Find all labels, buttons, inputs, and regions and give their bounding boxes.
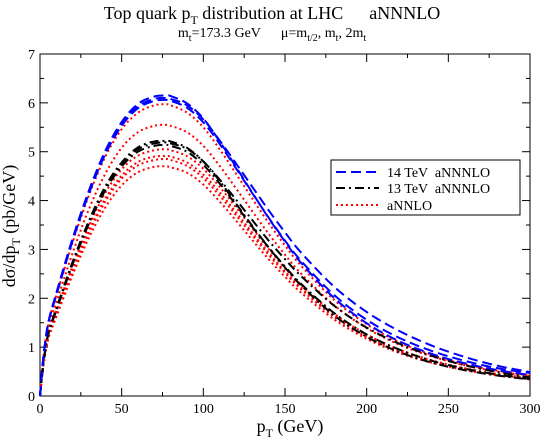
legend: 14 TeV aNNNLO 13 TeV aNNNLO aNNLO — [330, 159, 521, 216]
title-text: Top quark p — [104, 3, 191, 23]
x-axis-label-sub: T — [266, 426, 274, 440]
y-tick-label: 1 — [28, 341, 35, 356]
x-tick-label: 200 — [356, 402, 377, 417]
series-line-annlo-10 — [39, 165, 531, 397]
x-axis-label-rest: (GeV) — [273, 416, 323, 437]
subtitle-mu-sub: t/2 — [307, 33, 318, 44]
x-tick-label: 300 — [520, 402, 541, 417]
series-line-annlo-6 — [39, 103, 531, 397]
subtitle-mt-sub: t — [189, 33, 192, 44]
subtitle-mu-b-sub: t — [336, 33, 339, 44]
series-line-annlo-9 — [39, 154, 531, 397]
chart-title: Top quark pT distribution at LHC aNNNLO — [104, 3, 441, 27]
y-tick-label: 3 — [28, 243, 35, 258]
series-line-13tev-4 — [39, 141, 531, 397]
x-axis-label: pT (GeV) — [257, 416, 324, 440]
axis-tick-labels: 0 50 100 150 200 250 300 0 1 2 3 4 5 6 7 — [28, 48, 541, 417]
series-line-14tev-2 — [39, 98, 531, 397]
subtitle-mu-c: , 2m — [338, 26, 363, 41]
series-line-14tev-1 — [39, 96, 531, 397]
title-tag: aNNNLO — [369, 3, 440, 23]
subtitle-mu-c-sub: t — [363, 33, 366, 44]
y-tick-label: 0 — [28, 390, 35, 405]
series-line-annlo-7 — [39, 123, 531, 397]
series-layer — [39, 94, 531, 397]
legend-label-13tev: 13 TeV aNNNLO — [387, 182, 490, 197]
series-line-13tev-5 — [39, 143, 531, 397]
x-tick-label: 250 — [438, 402, 459, 417]
x-tick-label: 100 — [193, 402, 214, 417]
series-line-14tev-0 — [39, 94, 531, 397]
y-axis-label-sub: T — [9, 238, 23, 246]
y-axis-label-rest: (pb/GeV) — [0, 165, 20, 238]
chart-subtitle: mt=173.3 GeV μ=mt/2, mt, 2mt — [178, 26, 366, 44]
y-tick-label: 6 — [28, 97, 35, 112]
title-subscript: T — [190, 13, 198, 27]
subtitle-mt-value: =173.3 GeV — [192, 26, 261, 41]
legend-label-14tev: 14 TeV aNNNLO — [387, 166, 490, 181]
legend-label-annlo: aNNLO — [387, 199, 432, 214]
x-axis-label-main: p — [257, 416, 266, 436]
y-axis-label: dσ/dpT (pb/GeV) — [0, 165, 23, 288]
y-tick-label: 2 — [28, 292, 35, 307]
subtitle-mu-b: , m — [318, 26, 336, 41]
x-tick-label: 150 — [275, 402, 296, 417]
y-tick-label: 4 — [28, 195, 35, 210]
subtitle-mt: m — [178, 26, 189, 41]
y-axis-label-main: dσ/dp — [0, 246, 19, 288]
x-tick-label: 50 — [115, 402, 129, 417]
plot-frame — [39, 53, 531, 397]
y-tick-label: 5 — [28, 146, 35, 161]
title-text-rest: distribution at LHC — [198, 3, 344, 23]
subtitle-mu: μ=m — [281, 26, 307, 41]
y-tick-label: 7 — [28, 48, 35, 63]
x-tick-label: 0 — [37, 402, 44, 417]
axis-ticks — [39, 53, 531, 397]
